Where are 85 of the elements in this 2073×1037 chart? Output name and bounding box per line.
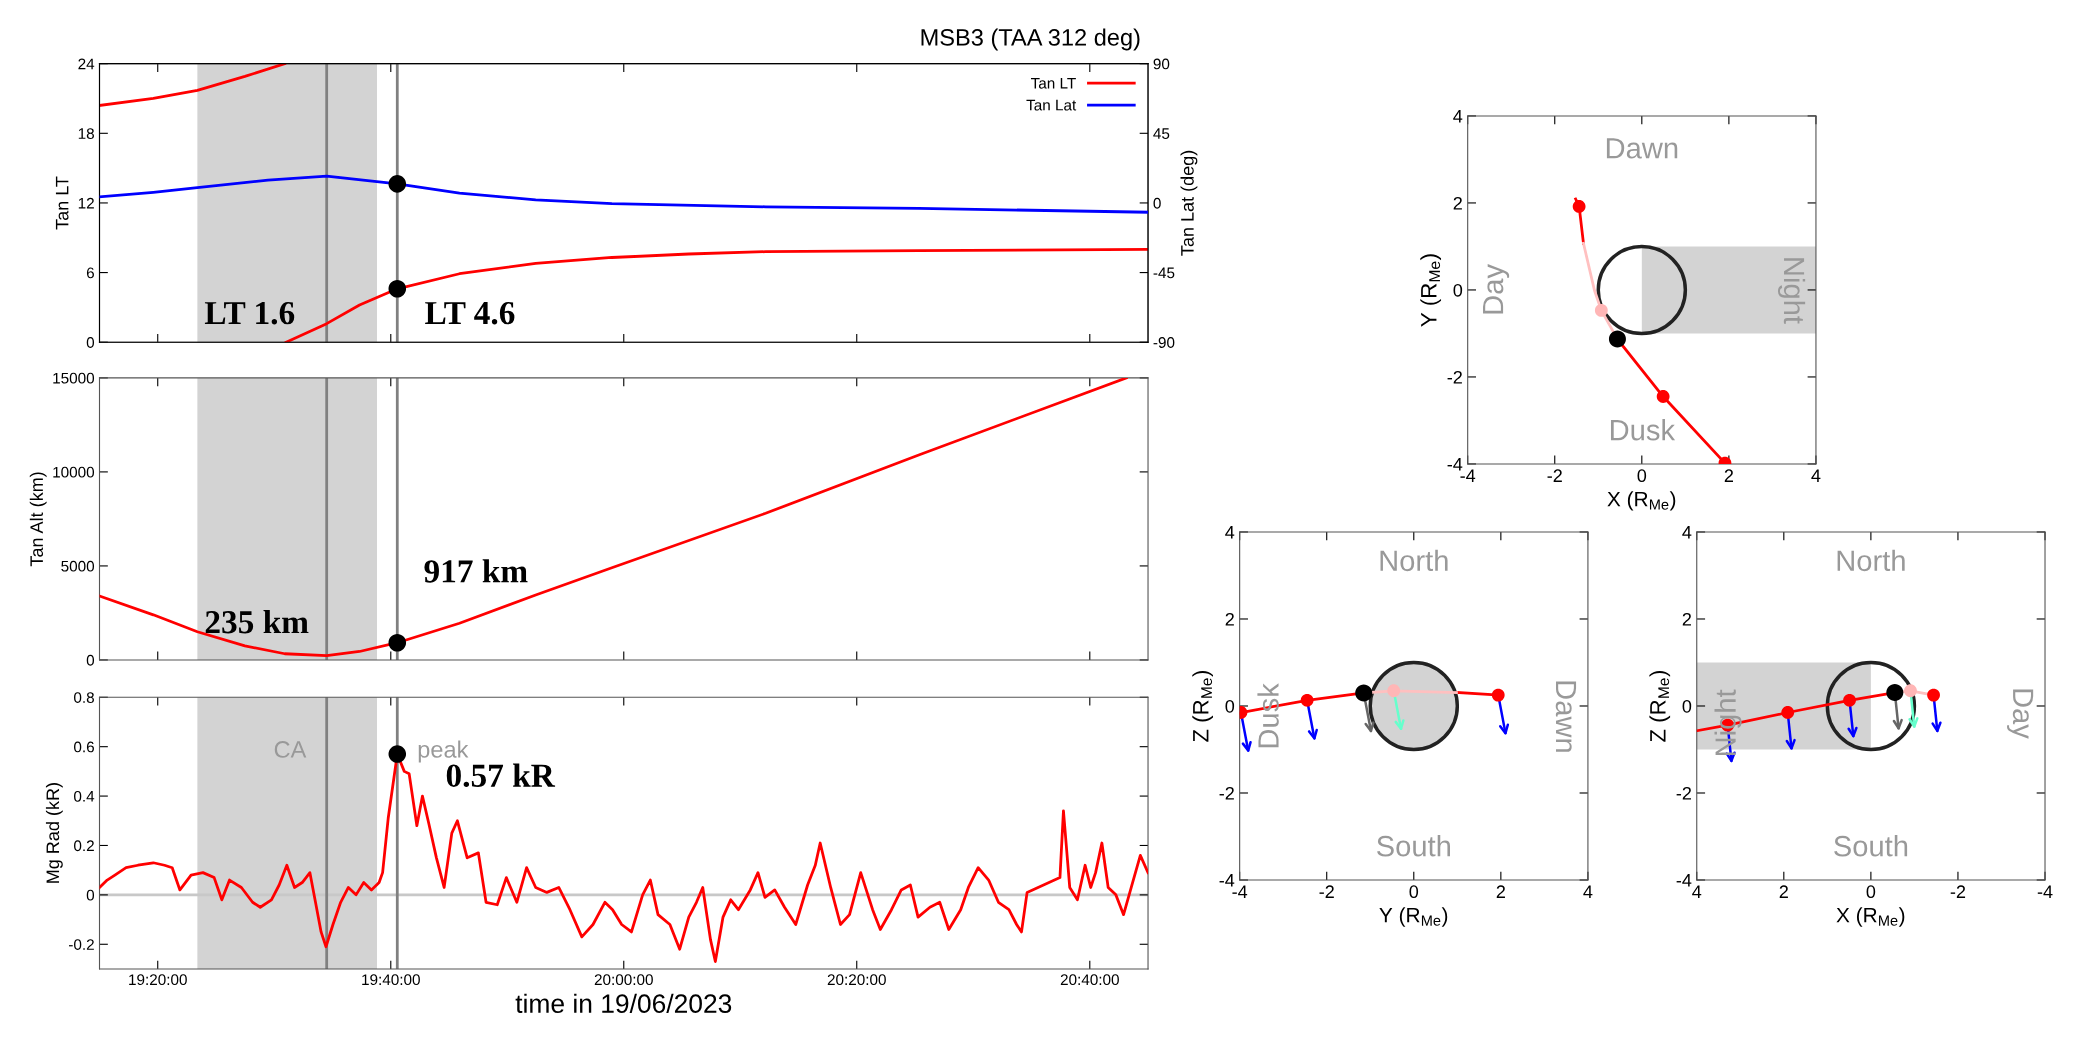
y-tick-label: 0	[1682, 699, 1692, 713]
x-tick-label: -2	[1547, 469, 1562, 482]
y-tick-label: 0	[1453, 283, 1463, 297]
y-tick-label: -2	[1219, 786, 1234, 800]
annotation: LT 1.6	[204, 301, 295, 325]
x-tick-label: 19:20:00	[129, 974, 187, 986]
x-tick-label: 19:40:00	[362, 974, 420, 986]
x-tick-label: 20:00:00	[594, 974, 653, 986]
y-axis-title: Z (R$_{Me}$)	[1192, 670, 1213, 742]
y-tick-label: 18	[78, 128, 94, 139]
y2-tick-label: -45	[1153, 267, 1175, 279]
annotation: Day	[1483, 264, 1510, 314]
x-tick-label: 0	[1866, 885, 1876, 899]
y-axis-title: Y (R$_{Me}$)	[1420, 254, 1442, 327]
annotation: CA	[274, 741, 307, 758]
y-tick-label: 2	[1453, 196, 1462, 210]
annotation: South	[1834, 835, 1908, 857]
y-tick-label: -4	[1219, 874, 1235, 887]
y-tick-label: 0.2	[74, 840, 94, 852]
y-tick-label: 2	[1225, 612, 1234, 626]
x-axis-title: time in 19/06/2023	[515, 993, 732, 1014]
y2-axis-title: Tan Lat (deg)	[1180, 150, 1198, 256]
y-axis-title: Z (R$_{Me}$)	[1649, 670, 1671, 742]
y-tick-label: -2	[1676, 786, 1691, 800]
x-tick-label: 2	[1496, 885, 1505, 898]
legend-label: Tan Lat	[1026, 99, 1077, 111]
annotation: Dusk	[1257, 683, 1279, 748]
x-axis-title: X (R$_{Me}$)	[1836, 907, 1905, 927]
y-tick-label: 10000	[53, 466, 95, 478]
annotation: North	[1837, 549, 1905, 572]
y-tick-label: 4	[1682, 526, 1692, 539]
y-tick-label: 6	[86, 267, 94, 279]
y-tick-label: 0.8	[74, 692, 94, 703]
y-tick-label: 0	[86, 337, 95, 348]
x-tick-label: 4	[1583, 885, 1593, 898]
y-tick-label: -4	[1447, 458, 1463, 471]
annotation: North	[1380, 549, 1448, 572]
annotation: Night	[1714, 689, 1742, 756]
x-axis-title: X (R$_{Me}$)	[1607, 491, 1676, 511]
y-tick-label: 5000	[61, 560, 95, 572]
chart-title: MSB3 (TAA 312 deg)	[921, 28, 1140, 51]
x-tick-label: -2	[1319, 885, 1334, 898]
y-tick-label: 0	[1225, 699, 1235, 713]
y-tick-label: 4	[1453, 110, 1463, 123]
y-tick-label: 4	[1225, 526, 1235, 539]
y-tick-label: 15000	[53, 372, 95, 384]
y2-tick-label: -90	[1153, 337, 1175, 348]
y2-tick-label: 90	[1153, 58, 1170, 70]
annotation: peak	[418, 740, 469, 763]
y2-tick-label: 0	[1153, 197, 1161, 209]
x-tick-label: 20:20:00	[827, 974, 886, 986]
x-tick-label: 4	[1692, 885, 1702, 898]
y-tick-label: 2	[1682, 612, 1691, 626]
annotation: South	[1377, 835, 1451, 857]
x-tick-label: 4	[1811, 469, 1821, 482]
annotation: 235 km	[205, 609, 309, 634]
x-axis-title: Y (R$_{Me}$)	[1379, 907, 1448, 927]
y-tick-label: -0.2	[69, 939, 94, 950]
annotation: 0.57 kR	[446, 763, 556, 788]
x-tick-label: 0	[1409, 885, 1419, 899]
annotation: LT 4.6	[425, 301, 515, 325]
y-tick-label: 0.6	[74, 741, 94, 753]
y-tick-label: 0	[86, 654, 95, 666]
x-tick-label: 2	[1779, 885, 1788, 898]
x-tick-label: -2	[1950, 885, 1966, 898]
y-tick-label: -2	[1447, 370, 1462, 384]
annotation: 917 km	[424, 559, 528, 583]
y2-tick-label: 45	[1153, 128, 1170, 139]
y-tick-label: 24	[78, 58, 95, 70]
x-tick-label: 0	[1637, 469, 1647, 483]
x-tick-label: -4	[2037, 885, 2053, 898]
legend-label: Tan LT	[1031, 77, 1076, 89]
annotation: Day	[2007, 689, 2034, 739]
y-axis-title: Tan Alt (km)	[29, 472, 47, 567]
x-tick-label: 2	[1724, 469, 1733, 482]
annotation: Night	[1777, 258, 1806, 324]
y-tick-label: -4	[1676, 874, 1692, 887]
annotation: Dusk	[1610, 419, 1676, 441]
x-tick-label: 20:40:00	[1060, 974, 1119, 986]
y-tick-label: 12	[78, 197, 94, 209]
y-axis-title: Tan LT	[55, 176, 69, 230]
annotation: Dawn	[1555, 681, 1577, 752]
y-tick-label: 0.4	[74, 790, 95, 802]
annotation: Dawn	[1606, 138, 1678, 159]
y-axis-title: Mg Rad (kR)	[45, 783, 63, 883]
